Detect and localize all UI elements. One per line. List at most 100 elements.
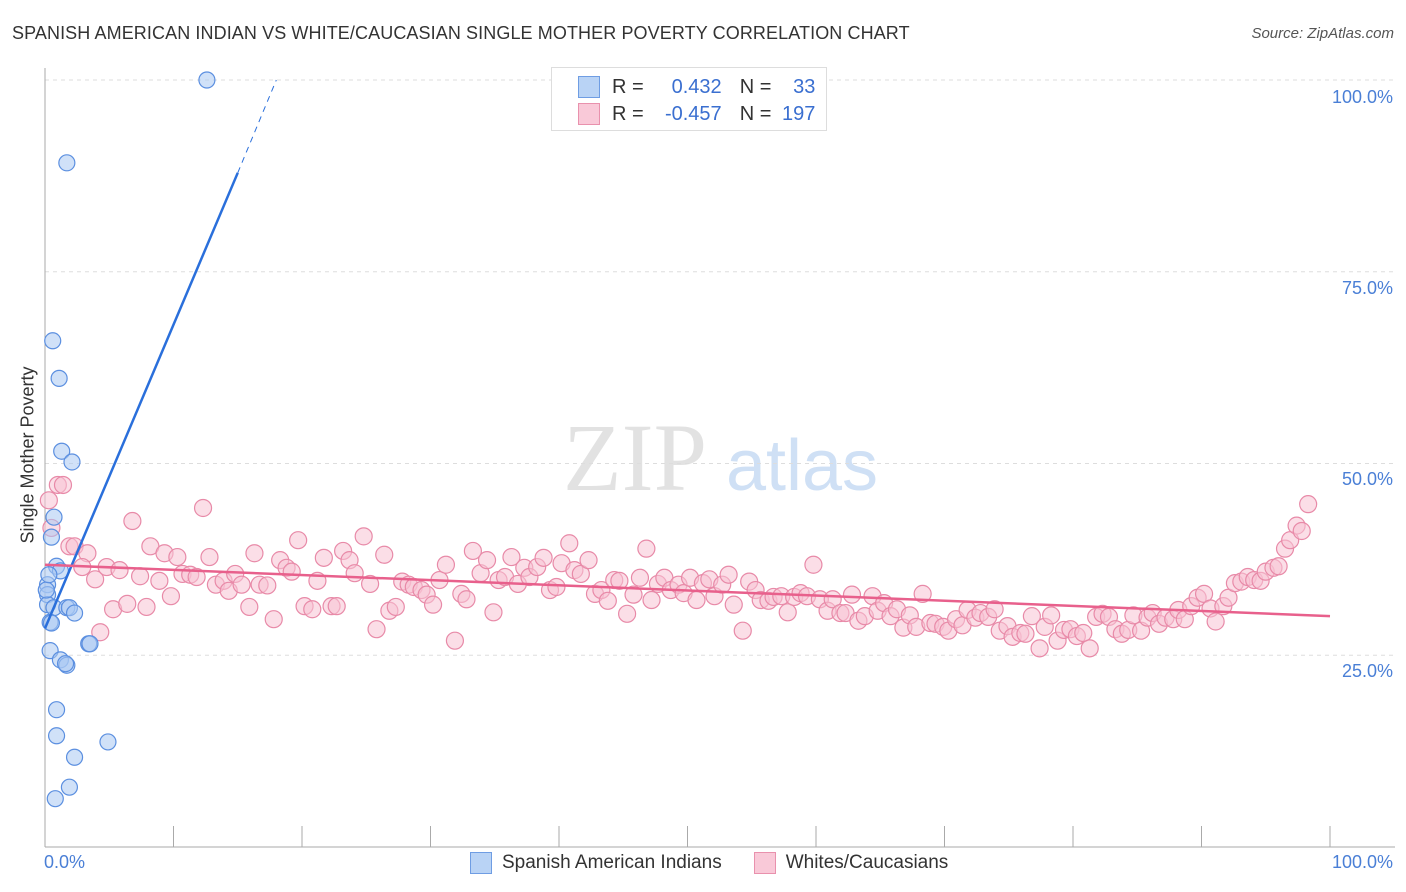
data-point-whites — [484, 603, 503, 622]
y-tick-label: 100.0% — [1331, 87, 1393, 107]
data-point-whites — [778, 603, 797, 622]
n-value: 197 — [782, 102, 816, 125]
data-point-spanish-american-indians — [40, 566, 58, 584]
r-value: 0.432 — [671, 75, 722, 98]
data-point-whites — [719, 565, 738, 584]
data-point-whites — [39, 491, 58, 510]
data-point-whites — [1022, 607, 1041, 626]
data-point-spanish-american-indians — [37, 581, 55, 599]
data-point-spanish-american-indians — [63, 453, 81, 471]
data-point-whites — [637, 539, 656, 558]
watermark-atlas: atlas — [726, 426, 878, 506]
data-point-whites — [86, 570, 105, 589]
r-value: -0.457 — [664, 102, 722, 125]
data-point-whites — [168, 547, 187, 567]
source-label: Source: ZipAtlas.com — [1251, 25, 1394, 42]
data-point-whites — [445, 631, 465, 650]
data-point-whites — [1016, 624, 1035, 643]
series-legend: Spanish American Indians Whites/Caucasia… — [470, 852, 948, 874]
data-point-spanish-american-indians — [56, 655, 75, 673]
trend-line-extension — [237, 79, 277, 173]
n-label: N = — [739, 75, 772, 98]
data-point-whites — [1269, 557, 1288, 576]
data-point-whites — [361, 574, 380, 594]
legend-swatch-pink — [578, 103, 600, 125]
data-point-whites — [130, 567, 150, 586]
y-tick-label: 25.0% — [1341, 661, 1393, 681]
y-tick-label: 75.0% — [1341, 278, 1393, 298]
data-point-spanish-american-indians — [99, 733, 117, 751]
legend-row-blue: R = 0.432 N = 33 — [578, 74, 815, 100]
n-label: N = — [739, 102, 772, 125]
data-point-whites — [245, 544, 264, 563]
data-point-whites — [232, 575, 251, 594]
data-point-whites — [560, 534, 579, 553]
data-point-spanish-american-indians — [47, 701, 66, 719]
data-point-whites — [1206, 612, 1225, 631]
legend-label-spanish-american-indians: Spanish American Indians — [502, 852, 722, 873]
data-point-whites — [477, 551, 497, 570]
trend-line-whites — [44, 563, 1331, 618]
data-point-spanish-american-indians — [198, 71, 216, 89]
legend-swatch-blue — [470, 852, 492, 874]
r-label: R = — [612, 102, 644, 125]
data-point-whites — [282, 562, 301, 581]
watermark-zip: ZIP — [563, 404, 707, 511]
y-tick-label: 50.0% — [1341, 469, 1393, 489]
trend-line-spanish-american-indians — [43, 172, 239, 629]
data-point-whites — [110, 561, 129, 580]
data-point-spanish-american-indians — [65, 604, 84, 622]
data-point-whites — [547, 577, 566, 597]
data-point-whites — [724, 595, 743, 614]
data-point-whites — [687, 590, 706, 610]
data-point-whites — [630, 568, 650, 587]
data-point-whites — [314, 548, 333, 567]
data-point-whites — [367, 620, 386, 639]
data-point-whites — [1080, 639, 1099, 658]
data-point-whites — [193, 498, 213, 518]
data-point-whites — [733, 621, 752, 640]
data-point-whites — [345, 564, 364, 583]
data-point-whites — [502, 547, 521, 567]
data-point-whites — [624, 585, 643, 604]
data-point-whites — [91, 623, 110, 642]
data-point-whites — [327, 597, 346, 616]
x-tick-label: 0.0% — [44, 852, 86, 872]
data-point-whites — [289, 531, 308, 550]
data-point-whites — [842, 585, 862, 604]
data-point-whites — [598, 591, 617, 610]
data-point-whites — [375, 545, 394, 564]
data-point-whites — [1074, 623, 1093, 643]
data-point-whites — [804, 555, 823, 574]
data-point-whites — [386, 597, 405, 617]
r-label: R = — [612, 75, 644, 98]
data-point-whites — [354, 527, 373, 546]
data-point-whites — [264, 610, 283, 629]
legend: R = 0.432 N = 33 R = -0.457 N = 197 — [551, 67, 827, 131]
legend-label-whites-caucasians: Whites/Caucasians — [785, 852, 949, 873]
data-point-spanish-american-indians — [42, 528, 61, 546]
data-point-spanish-american-indians — [50, 369, 68, 387]
legend-swatch-pink — [753, 852, 776, 874]
data-point-whites — [1292, 521, 1311, 541]
data-point-spanish-american-indians — [58, 154, 76, 172]
data-point-whites — [123, 511, 142, 531]
n-value: 33 — [793, 75, 816, 98]
data-point-whites — [1299, 495, 1318, 514]
data-point-whites — [579, 551, 598, 570]
data-point-spanish-american-indians — [60, 778, 79, 796]
data-point-whites — [618, 604, 637, 623]
data-point-whites — [985, 600, 1004, 619]
data-point-whites — [118, 594, 137, 613]
data-point-whites — [436, 555, 456, 574]
data-point-whites — [457, 590, 476, 609]
data-point-whites — [642, 590, 661, 610]
data-point-spanish-american-indians — [47, 727, 66, 745]
data-point-whites — [610, 571, 629, 590]
data-point-whites — [463, 541, 483, 561]
data-point-spanish-american-indians — [65, 748, 84, 766]
data-point-whites — [53, 475, 73, 495]
x-tick-label: 100.0% — [1331, 852, 1393, 872]
